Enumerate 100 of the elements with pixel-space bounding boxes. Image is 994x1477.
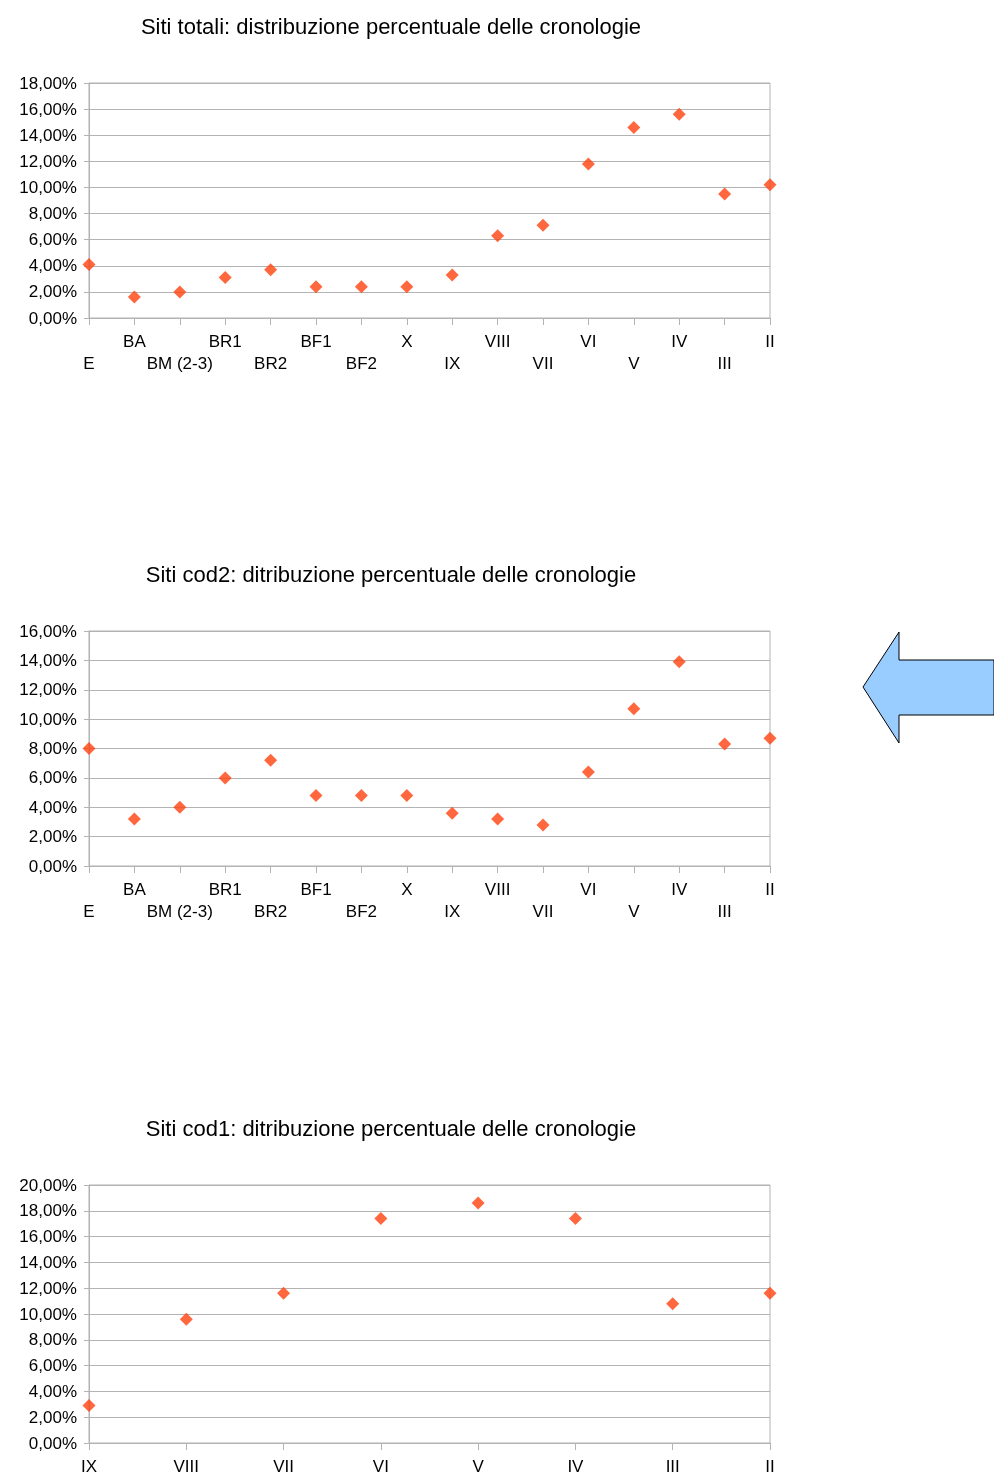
x-tick-label: II bbox=[765, 331, 775, 351]
point bbox=[666, 1297, 680, 1311]
y-tick-label: 16,00% bbox=[19, 1227, 77, 1247]
point bbox=[568, 1212, 582, 1226]
x-tick-label: IX bbox=[80, 1456, 98, 1476]
x-tick-label: BM (2-3) bbox=[146, 901, 213, 921]
point bbox=[471, 1196, 485, 1210]
y-tick-label: 10,00% bbox=[19, 709, 77, 729]
point bbox=[218, 771, 232, 785]
point bbox=[173, 285, 187, 299]
point bbox=[173, 800, 187, 814]
x-tick-label: BR2 bbox=[254, 901, 288, 921]
x-tick-label: VIII bbox=[484, 879, 511, 899]
x-tick-label: III bbox=[717, 901, 732, 921]
x-tick-label: BM (2-3) bbox=[146, 353, 213, 373]
y-tick-label: 20,00% bbox=[19, 1175, 77, 1195]
point bbox=[82, 257, 96, 271]
y-tick-label: 16,00% bbox=[19, 99, 77, 119]
point bbox=[82, 1399, 96, 1413]
y-tick-label: 12,00% bbox=[19, 151, 77, 171]
point bbox=[672, 655, 686, 669]
x-tick-label: VII bbox=[532, 901, 554, 921]
y-tick-label: 10,00% bbox=[19, 1304, 77, 1324]
point bbox=[374, 1212, 388, 1226]
x-tick-label: VIII bbox=[173, 1456, 200, 1476]
x-tick-label: II bbox=[765, 879, 775, 899]
x-tick-label: BR1 bbox=[208, 879, 242, 899]
x-tick-label: VII bbox=[273, 1456, 294, 1476]
x-tick-label: II bbox=[765, 1456, 775, 1476]
point bbox=[536, 818, 550, 832]
x-tick-label: X bbox=[401, 879, 413, 899]
y-tick-label: 8,00% bbox=[28, 1330, 77, 1350]
point bbox=[218, 271, 232, 285]
y-tick-label: 18,00% bbox=[19, 1201, 77, 1221]
y-tick-label: 8,00% bbox=[28, 739, 77, 758]
point bbox=[718, 187, 732, 201]
x-tick-label: BF1 bbox=[300, 879, 332, 899]
point bbox=[627, 120, 641, 134]
x-tick-label: VI bbox=[372, 1456, 389, 1476]
x-tick-label: E bbox=[83, 901, 95, 921]
y-tick-label: 6,00% bbox=[28, 230, 77, 250]
y-tick-label: 16,00% bbox=[19, 621, 77, 641]
x-tick-label: IV bbox=[671, 879, 688, 899]
x-tick-label: V bbox=[628, 901, 641, 921]
y-tick-label: 8,00% bbox=[28, 204, 77, 224]
y-tick-label: 14,00% bbox=[19, 650, 77, 670]
point bbox=[763, 178, 777, 192]
x-tick-label: BF2 bbox=[345, 901, 377, 921]
x-tick-label: IX bbox=[444, 901, 461, 921]
point bbox=[718, 737, 732, 751]
point bbox=[309, 789, 323, 802]
y-tick-label: 2,00% bbox=[28, 827, 77, 847]
x-tick-label: VIII bbox=[484, 331, 511, 351]
point bbox=[672, 107, 686, 121]
point bbox=[277, 1286, 291, 1300]
x-tick-label: VI bbox=[580, 879, 597, 899]
y-tick-label: 12,00% bbox=[19, 680, 77, 700]
x-tick-label: III bbox=[665, 1456, 680, 1476]
x-tick-label: III bbox=[717, 353, 732, 373]
x-tick-label: BF1 bbox=[300, 331, 332, 351]
x-tick-label: V bbox=[628, 353, 641, 373]
point bbox=[445, 806, 459, 820]
y-tick-label: 6,00% bbox=[28, 768, 77, 788]
point bbox=[264, 753, 278, 767]
y-tick-label: 14,00% bbox=[19, 125, 77, 145]
point bbox=[763, 731, 777, 745]
x-tick-label: IV bbox=[671, 331, 688, 351]
y-tick-label: 10,00% bbox=[19, 177, 77, 197]
x-tick-label: IX bbox=[444, 353, 461, 373]
point bbox=[354, 280, 368, 294]
point bbox=[581, 157, 595, 171]
point bbox=[127, 290, 141, 304]
x-tick-label: BA bbox=[123, 879, 147, 899]
x-tick-label: VII bbox=[532, 353, 554, 373]
x-tick-label: BR1 bbox=[208, 331, 242, 351]
point bbox=[400, 789, 414, 802]
x-tick-label: E bbox=[83, 353, 95, 373]
y-tick-label: 14,00% bbox=[19, 1252, 77, 1272]
y-tick-label: 18,00% bbox=[19, 73, 77, 93]
y-tick-label: 2,00% bbox=[28, 282, 77, 302]
chart-title: Siti cod2: ditribuzione percentuale delle cronologie bbox=[145, 561, 637, 587]
x-tick-label: BR2 bbox=[254, 353, 288, 373]
point bbox=[763, 1286, 777, 1300]
point bbox=[581, 765, 595, 779]
point bbox=[354, 789, 368, 802]
chart-title: Siti cod1: ditribuzione percentuale delle cronologie bbox=[145, 1115, 637, 1141]
point bbox=[627, 702, 641, 716]
y-tick-label: 12,00% bbox=[19, 1278, 77, 1298]
point bbox=[536, 218, 550, 232]
y-tick-label: 4,00% bbox=[28, 256, 77, 276]
x-tick-label: X bbox=[401, 331, 413, 351]
point bbox=[127, 812, 141, 826]
y-tick-label: 6,00% bbox=[28, 1356, 77, 1376]
x-tick-label: VI bbox=[580, 331, 597, 351]
y-tick-label: 0,00% bbox=[28, 1433, 77, 1453]
point bbox=[491, 229, 505, 243]
y-tick-label: 4,00% bbox=[28, 797, 77, 817]
point bbox=[400, 280, 414, 294]
point bbox=[179, 1312, 193, 1326]
point bbox=[264, 263, 278, 277]
